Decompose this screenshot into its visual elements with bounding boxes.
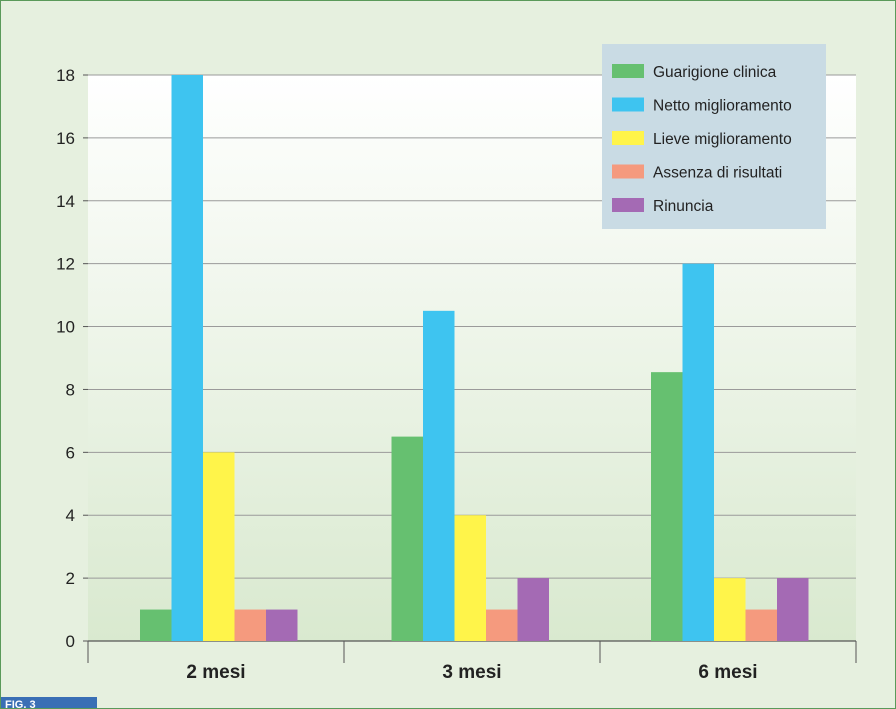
bar [651,372,683,641]
bar [454,515,486,641]
legend-swatch [612,64,644,78]
x-tick-label: 3 mesi [442,662,501,683]
legend-label: Netto miglioramento [653,98,792,115]
x-tick-label: 6 mesi [698,662,757,683]
bar [682,263,714,641]
legend-label: Rinuncia [653,198,714,215]
x-tick-label: 2 mesi [186,662,245,683]
x-axis: 2 mesi 3 mesi 6 mesi [87,640,857,683]
y-tick-label: 16 [56,129,75,148]
y-tick-label: 10 [56,318,75,337]
bar [745,609,777,641]
legend-label: Assenza di risultati [653,165,782,182]
y-axis: 0 2 4 6 8 10 12 14 16 18 [56,66,88,651]
bar [486,609,518,641]
bar [777,578,809,641]
bar [171,75,203,641]
figure-tab: FIG. 3 [1,697,97,708]
legend-label: Lieve miglioramento [653,131,792,148]
legend-swatch [612,198,644,212]
y-tick-label: 18 [56,66,75,85]
bar [714,578,746,641]
legend-swatch [612,97,644,112]
bar [266,609,298,641]
y-tick-label: 4 [66,506,75,525]
bar [517,578,549,641]
bar [140,609,172,641]
y-tick-label: 6 [66,443,75,462]
bars [140,75,809,641]
bar [234,609,266,641]
y-tick-label: 14 [56,192,75,211]
y-tick-label: 2 [66,569,75,588]
y-tick-label: 12 [56,255,75,274]
y-tick-label: 0 [66,632,75,651]
legend-label: Guarigione clinica [653,64,777,81]
bar [391,436,423,641]
bar [423,310,455,641]
legend: Guarigione clinica Netto miglioramento Lie… [602,44,826,229]
y-tick-label: 8 [66,380,75,399]
legend-swatch [612,131,644,145]
legend-swatch [612,164,644,179]
bar [203,452,235,641]
